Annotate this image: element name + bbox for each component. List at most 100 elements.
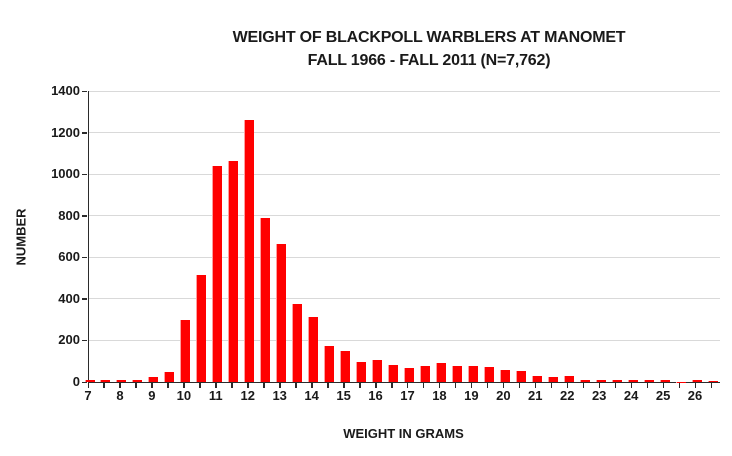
x-tick-mark-15.5 (359, 383, 361, 388)
bar-11 (212, 166, 223, 382)
x-tick-mark-7 (87, 383, 89, 388)
y-tick-mark-600 (82, 256, 87, 259)
bar-24 (627, 379, 638, 382)
x-tick-mark-17 (406, 383, 409, 388)
chart-title-line1: WEIGHT OF BLACKPOLL WARBLERS AT MANOMET (232, 29, 626, 46)
x-tick-mark-21.5 (550, 383, 553, 388)
chart-title-line2: FALL 1966 - FALL 2011 (N=7,762) (307, 52, 551, 69)
x-tick-mark-21 (534, 383, 537, 388)
x-tick-mark-25 (662, 383, 665, 388)
x-tick-label-19: 19 (464, 388, 479, 403)
x-tick-mark-22 (566, 383, 569, 388)
gridline-1200 (89, 132, 720, 134)
gridline-1400 (89, 90, 720, 92)
bar-13 (276, 243, 287, 382)
x-tick-mark-22.5 (582, 383, 585, 388)
x-tick-mark-16.5 (391, 383, 393, 388)
bar-17 (403, 367, 414, 382)
x-tick-mark-14 (311, 383, 313, 388)
x-tick-mark-24.5 (646, 383, 649, 388)
bar-23.5 (611, 380, 622, 382)
bar-24.5 (643, 380, 654, 382)
bar-16 (372, 359, 383, 382)
x-tick-mark-12.5 (263, 383, 265, 388)
x-tick-mark-8.5 (135, 383, 137, 388)
x-tick-mark-13 (279, 383, 281, 388)
bar-9 (148, 377, 159, 382)
bar-10 (180, 320, 191, 382)
x-tick-label-8: 8 (116, 388, 124, 403)
y-tick-label-600: 600 (58, 249, 80, 265)
bar-11.5 (228, 161, 239, 382)
x-tick-mark-15 (343, 383, 345, 388)
y-tick-label-1400: 1400 (51, 83, 80, 98)
y-tick-mark-800 (82, 215, 87, 217)
x-tick-label-12: 12 (240, 388, 255, 403)
bar-13.5 (292, 303, 303, 382)
x-tick-mark-14.5 (327, 383, 329, 388)
gridline-400 (89, 298, 720, 300)
y-tick-mark-400 (82, 298, 87, 300)
y-tick-label-400: 400 (58, 290, 80, 306)
x-tick-label-15: 15 (336, 388, 351, 403)
plot-area (84, 90, 720, 383)
x-tick-label-16: 16 (368, 388, 383, 403)
x-tick-label-21: 21 (528, 388, 543, 403)
x-tick-label-13: 13 (272, 388, 287, 403)
x-tick-mark-26.5 (710, 383, 712, 388)
bar-14.5 (324, 345, 335, 382)
gridline-600 (89, 256, 720, 258)
y-tick-label-200: 200 (58, 332, 80, 348)
bar-22 (563, 375, 574, 382)
x-tick-mark-10 (183, 383, 185, 388)
x-tick-mark-9 (151, 383, 153, 388)
y-tick-mark-0 (82, 381, 87, 383)
bar-8 (116, 380, 127, 382)
y-tick-mark-1200 (82, 132, 87, 134)
x-tick-mark-23.5 (614, 383, 617, 388)
x-tick-mark-18 (438, 383, 441, 388)
bar-21.5 (547, 376, 558, 382)
x-tick-label-11: 11 (208, 388, 223, 403)
x-tick-mark-16 (375, 383, 377, 388)
x-tick-mark-17.5 (422, 383, 425, 388)
x-tick-mark-23 (598, 383, 601, 388)
x-tick-mark-11.5 (231, 383, 233, 388)
x-tick-label-17: 17 (400, 388, 415, 403)
x-tick-label-23: 23 (591, 388, 607, 403)
bar-8.5 (132, 379, 143, 382)
y-tick-label-800: 800 (58, 207, 80, 223)
x-tick-mark-20 (502, 383, 505, 388)
y-tick-label-1200: 1200 (51, 124, 80, 140)
x-tick-label-18: 18 (432, 388, 447, 403)
bar-16.5 (388, 364, 399, 382)
x-tick-label-9: 9 (148, 388, 156, 403)
x-tick-mark-19 (470, 383, 473, 388)
x-tick-mark-20.5 (518, 383, 521, 388)
x-tick-mark-11 (215, 383, 217, 388)
x-tick-label-14: 14 (304, 388, 319, 403)
bar-20.5 (515, 370, 526, 382)
y-tick-mark-200 (82, 339, 87, 342)
bar-7.5 (100, 379, 111, 382)
x-tick-mark-18.5 (454, 383, 457, 388)
bar-21 (531, 375, 542, 382)
bar-15.5 (356, 362, 367, 382)
x-tick-label-22: 22 (560, 388, 575, 403)
x-tick-mark-9.5 (167, 383, 169, 388)
x-tick-label-25: 25 (655, 388, 671, 403)
bar-7 (84, 380, 95, 382)
bar-19 (467, 365, 478, 382)
bar-20 (499, 369, 510, 382)
gridline-800 (89, 215, 720, 217)
bar-10.5 (196, 275, 207, 382)
x-tick-mark-26 (694, 383, 697, 388)
x-tick-label-24: 24 (623, 388, 639, 403)
y-tick-mark-1400 (82, 90, 87, 92)
bar-19.5 (483, 367, 494, 382)
gridline-1000 (89, 173, 720, 175)
bar-22.5 (579, 379, 590, 382)
x-tick-mark-10.5 (199, 383, 201, 388)
bar-15 (340, 351, 351, 382)
